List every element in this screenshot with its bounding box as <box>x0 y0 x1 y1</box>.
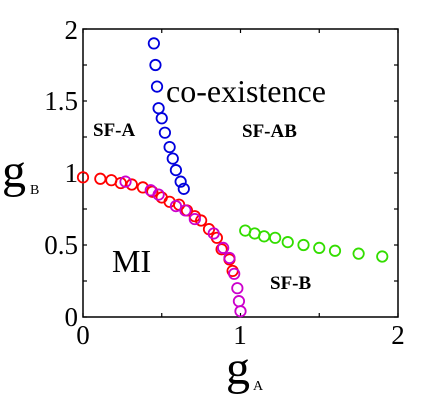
data-point <box>231 282 244 295</box>
data-point <box>234 305 247 318</box>
data-point <box>179 204 192 217</box>
x-tick-label: 0 <box>76 320 90 350</box>
data-point <box>169 164 183 177</box>
data-markers <box>76 37 389 318</box>
data-point <box>328 244 342 257</box>
data-point <box>76 171 90 184</box>
annotation-sf-b: SF-B <box>270 273 312 294</box>
data-point <box>174 175 187 188</box>
data-point <box>207 227 220 240</box>
data-point <box>177 182 190 195</box>
data-point <box>158 126 171 139</box>
data-point <box>223 251 236 265</box>
data-point <box>94 172 107 185</box>
data-point <box>352 247 365 260</box>
data-point <box>232 295 246 308</box>
data-point <box>228 267 241 280</box>
annotation-coexistence: co-existence <box>166 73 326 109</box>
y-tick-label: 1 <box>65 158 79 188</box>
series-1 <box>76 171 239 278</box>
data-point <box>125 178 138 191</box>
data-point <box>146 185 159 198</box>
data-point <box>166 152 179 165</box>
data-point <box>376 250 389 263</box>
data-point <box>195 214 208 227</box>
data-point <box>149 58 162 72</box>
x-axis-label: g <box>226 342 250 395</box>
data-point <box>217 241 230 254</box>
series-0 <box>147 37 190 195</box>
data-point <box>269 231 282 244</box>
y-tick-label: 0 <box>65 302 79 332</box>
series-2 <box>119 175 247 318</box>
data-point <box>258 230 271 243</box>
data-point <box>152 188 165 201</box>
y-tick-label: 0.5 <box>44 230 78 260</box>
data-point <box>119 175 132 188</box>
data-point <box>152 102 165 115</box>
y-axis-label: g <box>2 145 26 198</box>
data-point <box>215 243 228 256</box>
annotation-sf-a: SF-A <box>93 120 136 141</box>
y-tick-label: 1.5 <box>44 86 78 116</box>
data-point <box>155 112 168 125</box>
data-point <box>313 241 326 254</box>
annotation-sf-ab: SF-AB <box>242 121 297 142</box>
data-point <box>188 212 201 226</box>
data-point <box>147 37 160 50</box>
x-tick-label: 1 <box>233 320 247 350</box>
annotation-mi: MI <box>112 243 151 279</box>
axis-ticks <box>82 28 399 318</box>
series-3 <box>239 224 389 263</box>
data-point <box>163 140 176 154</box>
data-point <box>297 238 310 252</box>
data-point <box>281 236 294 249</box>
x-axis-label-subscript: A <box>253 379 264 394</box>
x-tick-label: 2 <box>391 320 405 350</box>
y-tick-label: 2 <box>65 15 79 45</box>
y-axis-label-subscript: B <box>30 183 39 198</box>
data-point <box>150 80 164 93</box>
